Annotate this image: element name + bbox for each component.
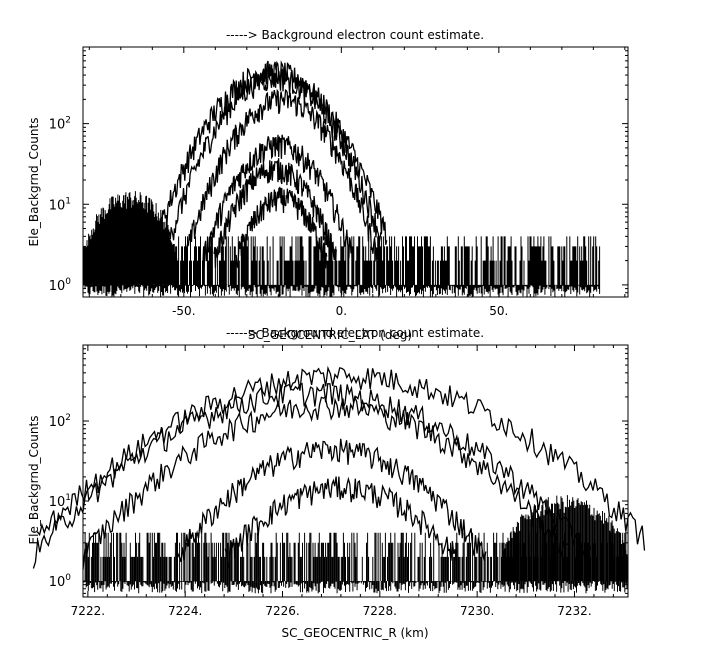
- series-line: [235, 186, 328, 269]
- y-axis-ticks: 100 101 102: [49, 50, 628, 294]
- y-tick-label: 102: [49, 413, 71, 430]
- chart-title: -----> Background electron count estimat…: [226, 326, 484, 340]
- series-line: [36, 365, 646, 551]
- x-axis-ticks: -50. 0. 50.: [88, 47, 626, 318]
- x-tick-label: 7230.: [460, 604, 494, 618]
- y-tick-label: 100: [49, 277, 72, 294]
- background-hump: [501, 495, 629, 581]
- chart-panel-lat: -----> Background electron count estimat…: [27, 28, 629, 342]
- x-tick-label: 50.: [489, 304, 508, 318]
- data-layer: [82, 60, 601, 298]
- y-axis-label: Ele_Backgrnd_Counts: [27, 118, 41, 247]
- x-axis-ticks: 7222. 7224. 7226. 7228. 7230. 7232.: [71, 345, 614, 618]
- series-line: [184, 88, 379, 262]
- y-tick-label: 100: [49, 573, 72, 590]
- y-axis-label: Ele_Backgrnd_Counts: [27, 416, 41, 545]
- x-tick-label: 7226.: [265, 604, 299, 618]
- series-line: [82, 395, 571, 570]
- chart-title: -----> Background electron count estimat…: [226, 28, 484, 42]
- series-line: [213, 158, 337, 268]
- data-layer: [32, 365, 646, 594]
- x-tick-label: 7224.: [168, 604, 202, 618]
- x-tick-label: 7222.: [71, 604, 105, 618]
- series-line: [202, 134, 354, 274]
- y-tick-label: 101: [49, 196, 71, 213]
- series-line: [168, 67, 382, 244]
- chart-panel-r: -----> Background electron count estimat…: [27, 326, 646, 640]
- plot-frame: [82, 344, 629, 598]
- y-tick-label: 102: [49, 116, 71, 133]
- series-line: [32, 382, 591, 569]
- series-line: [224, 476, 458, 569]
- x-tick-label: 7228.: [363, 604, 397, 618]
- y-tick-label: 101: [49, 493, 71, 510]
- x-tick-label: -50.: [172, 304, 195, 318]
- x-tick-label: 7232.: [557, 604, 591, 618]
- x-axis-label: SC_GEOCENTRIC_LAT (deg): [248, 328, 412, 342]
- x-axis-label: SC_GEOCENTRIC_R (km): [282, 626, 429, 640]
- y-axis-ticks: 100 101 102: [49, 348, 628, 594]
- series-line: [175, 438, 487, 563]
- plot-frame: [82, 46, 629, 298]
- x-tick-label: 0.: [336, 304, 347, 318]
- background-hump: [82, 191, 178, 285]
